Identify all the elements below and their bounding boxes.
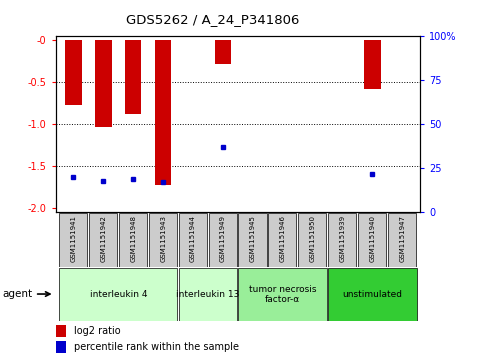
- Bar: [364, 41, 381, 89]
- Text: GSM1151939: GSM1151939: [340, 215, 345, 262]
- Text: GSM1151947: GSM1151947: [399, 215, 405, 262]
- Bar: [239, 213, 267, 267]
- Bar: [328, 213, 356, 267]
- Bar: [388, 213, 416, 267]
- Bar: [125, 41, 142, 114]
- Bar: [65, 41, 82, 105]
- Bar: [119, 213, 147, 267]
- Text: percentile rank within the sample: percentile rank within the sample: [74, 342, 239, 352]
- Bar: [239, 268, 327, 321]
- Text: interleukin 4: interleukin 4: [89, 290, 147, 299]
- Text: GSM1151948: GSM1151948: [130, 215, 136, 262]
- Text: GSM1151942: GSM1151942: [100, 215, 106, 262]
- Text: unstimulated: unstimulated: [342, 290, 402, 299]
- Text: interleukin 13: interleukin 13: [176, 290, 240, 299]
- Bar: [155, 41, 171, 185]
- Text: GSM1151944: GSM1151944: [190, 215, 196, 262]
- Bar: [149, 213, 177, 267]
- Text: GSM1151945: GSM1151945: [250, 215, 256, 262]
- Bar: [59, 268, 177, 321]
- Bar: [95, 41, 112, 127]
- Text: GSM1151950: GSM1151950: [310, 215, 315, 262]
- Text: GSM1151940: GSM1151940: [369, 215, 375, 262]
- Bar: [89, 213, 117, 267]
- Text: tumor necrosis
factor-α: tumor necrosis factor-α: [249, 285, 316, 304]
- Text: GDS5262 / A_24_P341806: GDS5262 / A_24_P341806: [126, 13, 299, 26]
- Text: GSM1151946: GSM1151946: [280, 215, 286, 262]
- Text: GSM1151941: GSM1151941: [71, 215, 76, 262]
- Bar: [56, 341, 67, 353]
- Text: GSM1151949: GSM1151949: [220, 215, 226, 262]
- Text: GSM1151943: GSM1151943: [160, 215, 166, 262]
- Bar: [269, 213, 297, 267]
- Bar: [56, 325, 67, 337]
- Text: agent: agent: [2, 289, 32, 299]
- Bar: [179, 268, 237, 321]
- Bar: [298, 213, 327, 267]
- Bar: [209, 213, 237, 267]
- Bar: [358, 213, 386, 267]
- Bar: [59, 213, 87, 267]
- Bar: [215, 41, 231, 64]
- Bar: [328, 268, 417, 321]
- Bar: [179, 213, 207, 267]
- Text: log2 ratio: log2 ratio: [74, 326, 120, 336]
